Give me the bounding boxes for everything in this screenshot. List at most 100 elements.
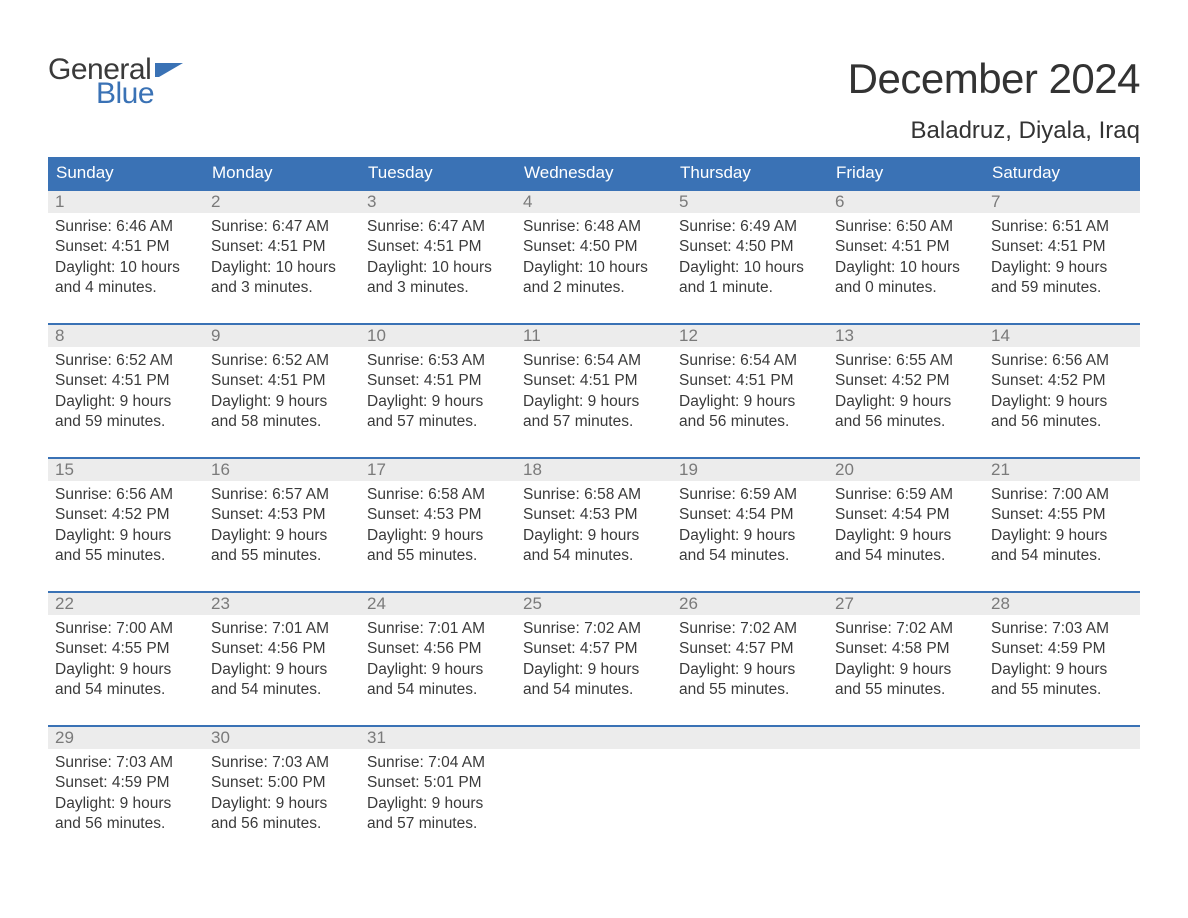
- daylight-text: Daylight: 9 hours and 57 minutes.: [523, 392, 666, 433]
- daylight-text: Daylight: 10 hours and 0 minutes.: [835, 258, 978, 299]
- sunset-text: Sunset: 4:51 PM: [211, 237, 354, 257]
- sunrise-text: Sunrise: 6:59 AM: [835, 485, 978, 505]
- sunset-text: Sunset: 4:51 PM: [991, 237, 1134, 257]
- calendar-page: General Blue December 2024 Baladruz, Diy…: [0, 0, 1188, 899]
- sunrise-text: Sunrise: 6:56 AM: [55, 485, 198, 505]
- sunrise-text: Sunrise: 7:02 AM: [679, 619, 822, 639]
- day-details: [984, 749, 1140, 859]
- sunrise-text: Sunrise: 6:59 AM: [679, 485, 822, 505]
- day-number: 13: [828, 325, 984, 347]
- sunrise-text: Sunrise: 7:00 AM: [55, 619, 198, 639]
- logo-flag-icon: [155, 57, 185, 81]
- day-details: Sunrise: 6:51 AMSunset: 4:51 PMDaylight:…: [984, 213, 1140, 323]
- day-details: Sunrise: 6:52 AMSunset: 4:51 PMDaylight:…: [48, 347, 204, 457]
- day-number: [828, 727, 984, 749]
- day-details: Sunrise: 6:48 AMSunset: 4:50 PMDaylight:…: [516, 213, 672, 323]
- day-details: Sunrise: 6:57 AMSunset: 4:53 PMDaylight:…: [204, 481, 360, 591]
- sunset-text: Sunset: 4:51 PM: [367, 371, 510, 391]
- day-number: 31: [360, 727, 516, 749]
- sunset-text: Sunset: 4:54 PM: [835, 505, 978, 525]
- day-details: Sunrise: 6:59 AMSunset: 4:54 PMDaylight:…: [828, 481, 984, 591]
- daylight-text: Daylight: 9 hours and 56 minutes.: [991, 392, 1134, 433]
- week-block: 293031Sunrise: 7:03 AMSunset: 4:59 PMDay…: [48, 725, 1140, 859]
- daylight-text: Daylight: 9 hours and 56 minutes.: [835, 392, 978, 433]
- day-number: 20: [828, 459, 984, 481]
- sunset-text: Sunset: 4:51 PM: [55, 237, 198, 257]
- day-number: 25: [516, 593, 672, 615]
- sunset-text: Sunset: 4:53 PM: [211, 505, 354, 525]
- day-number: 22: [48, 593, 204, 615]
- day-details: Sunrise: 7:00 AMSunset: 4:55 PMDaylight:…: [48, 615, 204, 725]
- sunset-text: Sunset: 4:51 PM: [679, 371, 822, 391]
- sunset-text: Sunset: 4:56 PM: [367, 639, 510, 659]
- daylight-text: Daylight: 9 hours and 58 minutes.: [211, 392, 354, 433]
- day-number: [672, 727, 828, 749]
- weekday-friday: Friday: [828, 157, 984, 189]
- sunrise-text: Sunrise: 6:55 AM: [835, 351, 978, 371]
- sunset-text: Sunset: 4:54 PM: [679, 505, 822, 525]
- day-details: Sunrise: 7:01 AMSunset: 4:56 PMDaylight:…: [360, 615, 516, 725]
- sunset-text: Sunset: 4:50 PM: [523, 237, 666, 257]
- daynum-row: 293031: [48, 727, 1140, 749]
- day-details: Sunrise: 7:03 AMSunset: 4:59 PMDaylight:…: [984, 615, 1140, 725]
- week-block: 1234567Sunrise: 6:46 AMSunset: 4:51 PMDa…: [48, 189, 1140, 323]
- day-number: 21: [984, 459, 1140, 481]
- details-row: Sunrise: 7:03 AMSunset: 4:59 PMDaylight:…: [48, 749, 1140, 859]
- day-number: 10: [360, 325, 516, 347]
- day-number: 6: [828, 191, 984, 213]
- sunrise-text: Sunrise: 6:47 AM: [211, 217, 354, 237]
- day-details: Sunrise: 6:53 AMSunset: 4:51 PMDaylight:…: [360, 347, 516, 457]
- day-details: Sunrise: 7:02 AMSunset: 4:57 PMDaylight:…: [672, 615, 828, 725]
- sunrise-text: Sunrise: 7:04 AM: [367, 753, 510, 773]
- day-number: 5: [672, 191, 828, 213]
- day-number: 1: [48, 191, 204, 213]
- location-text: Baladruz, Diyala, Iraq: [848, 117, 1140, 145]
- sunrise-text: Sunrise: 6:47 AM: [367, 217, 510, 237]
- day-number: 9: [204, 325, 360, 347]
- sunset-text: Sunset: 4:51 PM: [835, 237, 978, 257]
- day-details: Sunrise: 7:03 AMSunset: 4:59 PMDaylight:…: [48, 749, 204, 859]
- day-number: 17: [360, 459, 516, 481]
- details-row: Sunrise: 6:52 AMSunset: 4:51 PMDaylight:…: [48, 347, 1140, 457]
- sunset-text: Sunset: 4:55 PM: [991, 505, 1134, 525]
- sunset-text: Sunset: 5:01 PM: [367, 773, 510, 793]
- weekday-monday: Monday: [204, 157, 360, 189]
- day-details: Sunrise: 6:58 AMSunset: 4:53 PMDaylight:…: [360, 481, 516, 591]
- daynum-row: 22232425262728: [48, 593, 1140, 615]
- sunset-text: Sunset: 4:55 PM: [55, 639, 198, 659]
- sunrise-text: Sunrise: 6:52 AM: [211, 351, 354, 371]
- sunrise-text: Sunrise: 7:03 AM: [211, 753, 354, 773]
- sunset-text: Sunset: 4:52 PM: [991, 371, 1134, 391]
- sunrise-text: Sunrise: 7:02 AM: [835, 619, 978, 639]
- daynum-row: 1234567: [48, 191, 1140, 213]
- daylight-text: Daylight: 9 hours and 57 minutes.: [367, 392, 510, 433]
- day-details: Sunrise: 6:49 AMSunset: 4:50 PMDaylight:…: [672, 213, 828, 323]
- day-number: 19: [672, 459, 828, 481]
- weekday-header-row: Sunday Monday Tuesday Wednesday Thursday…: [48, 157, 1140, 189]
- weeks-container: 1234567Sunrise: 6:46 AMSunset: 4:51 PMDa…: [48, 189, 1140, 859]
- month-title: December 2024: [848, 55, 1140, 103]
- daylight-text: Daylight: 9 hours and 56 minutes.: [211, 794, 354, 835]
- day-details: Sunrise: 6:55 AMSunset: 4:52 PMDaylight:…: [828, 347, 984, 457]
- day-number: 26: [672, 593, 828, 615]
- sunrise-text: Sunrise: 6:48 AM: [523, 217, 666, 237]
- daylight-text: Daylight: 10 hours and 1 minute.: [679, 258, 822, 299]
- day-number: [516, 727, 672, 749]
- day-details: Sunrise: 6:47 AMSunset: 4:51 PMDaylight:…: [204, 213, 360, 323]
- sunrise-text: Sunrise: 6:50 AM: [835, 217, 978, 237]
- sunrise-text: Sunrise: 6:46 AM: [55, 217, 198, 237]
- sunset-text: Sunset: 4:51 PM: [55, 371, 198, 391]
- sunset-text: Sunset: 4:50 PM: [679, 237, 822, 257]
- daylight-text: Daylight: 10 hours and 2 minutes.: [523, 258, 666, 299]
- sunset-text: Sunset: 4:57 PM: [523, 639, 666, 659]
- day-details: Sunrise: 7:03 AMSunset: 5:00 PMDaylight:…: [204, 749, 360, 859]
- daylight-text: Daylight: 9 hours and 56 minutes.: [55, 794, 198, 835]
- sunset-text: Sunset: 4:59 PM: [991, 639, 1134, 659]
- day-details: Sunrise: 6:56 AMSunset: 4:52 PMDaylight:…: [48, 481, 204, 591]
- details-row: Sunrise: 7:00 AMSunset: 4:55 PMDaylight:…: [48, 615, 1140, 725]
- day-details: Sunrise: 7:01 AMSunset: 4:56 PMDaylight:…: [204, 615, 360, 725]
- week-block: 22232425262728Sunrise: 7:00 AMSunset: 4:…: [48, 591, 1140, 725]
- sunrise-text: Sunrise: 6:52 AM: [55, 351, 198, 371]
- day-details: [516, 749, 672, 859]
- weekday-wednesday: Wednesday: [516, 157, 672, 189]
